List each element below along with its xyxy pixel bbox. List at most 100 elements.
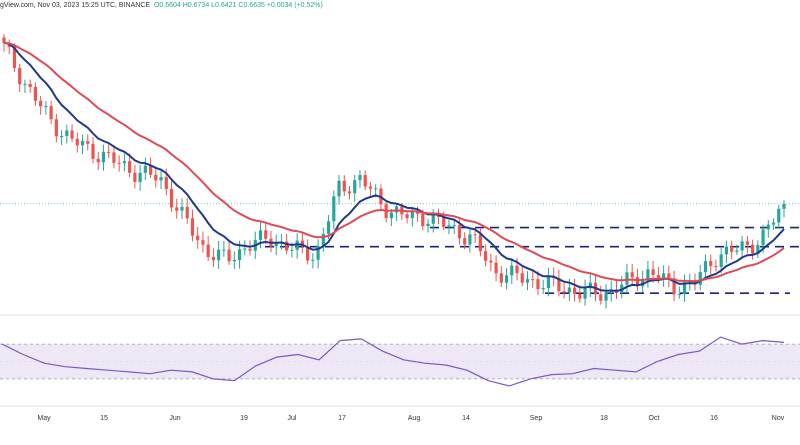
- candle-body: [431, 213, 435, 224]
- candle-body: [306, 246, 310, 261]
- candle-body: [347, 191, 352, 194]
- candle-body: [452, 225, 456, 227]
- candle-body: [536, 279, 540, 290]
- candle-body: [504, 275, 509, 283]
- candle-body: [740, 241, 744, 251]
- candle-body: [730, 246, 734, 252]
- candle-body: [59, 135, 64, 137]
- candle-body: [735, 250, 739, 252]
- x-tick-label: Oct: [649, 415, 660, 422]
- candle-body: [546, 276, 551, 289]
- candle-body: [750, 244, 755, 254]
- candle-body: [389, 212, 393, 219]
- candle-body: [112, 152, 116, 163]
- candle-body: [164, 177, 168, 190]
- candle-body: [65, 130, 69, 136]
- candle-body: [635, 277, 640, 287]
- candle-body: [494, 262, 498, 274]
- candle-body: [18, 67, 22, 85]
- rsi-line: [1, 336, 785, 387]
- candle-body: [96, 158, 100, 163]
- candle-body: [39, 100, 43, 107]
- candle-body: [541, 288, 545, 290]
- candle-body: [374, 188, 378, 190]
- candle-body: [656, 275, 660, 280]
- candle-body: [468, 234, 472, 245]
- candle-body: [562, 291, 566, 293]
- candle-body: [169, 189, 174, 208]
- candle-body: [771, 222, 776, 225]
- candle-body: [531, 279, 535, 281]
- candle-body: [86, 140, 90, 144]
- candle-body: [148, 165, 153, 175]
- candle-body: [285, 241, 289, 251]
- header-title: gView.com, Nov 03, 2023 15:25 UTC: [0, 2, 116, 9]
- candle-body: [258, 230, 263, 240]
- candle-body: [33, 86, 38, 101]
- candle-body: [641, 278, 645, 287]
- candle-body: [473, 234, 477, 236]
- candle-body: [719, 254, 723, 267]
- candle-body: [248, 248, 252, 251]
- candle-body: [667, 273, 671, 279]
- candle-body: [23, 83, 27, 85]
- candle-body: [578, 293, 582, 299]
- candle-body: [75, 138, 79, 146]
- candle-body: [651, 269, 655, 276]
- candle-body: [311, 259, 315, 261]
- candle-body: [232, 259, 236, 262]
- candle-body: [698, 272, 702, 285]
- candle-body: [28, 83, 32, 87]
- candle-body: [499, 273, 503, 283]
- candle-body: [138, 172, 142, 182]
- candle-body: [143, 165, 147, 173]
- candle-body: [117, 162, 121, 164]
- x-tick-label: Aug: [408, 415, 421, 422]
- candle-body: [489, 260, 493, 263]
- chart-header: gView.com, Nov 03, 2023 15:25 UTC, BINAN…: [0, 2, 323, 9]
- candle-body: [573, 287, 577, 294]
- candle-body: [227, 249, 231, 262]
- x-tick-label: Sep: [530, 415, 543, 422]
- candle-body: [714, 266, 718, 268]
- candle-body: [484, 251, 488, 261]
- candle-body: [709, 261, 713, 267]
- candle-body: [295, 240, 299, 250]
- candle-body: [421, 213, 425, 227]
- candle-body: [525, 279, 530, 283]
- header-ohlc: O0.6604 H0.6734 L0.6421 C0.6635 +0.0034 …: [153, 2, 323, 9]
- candle-body: [478, 234, 482, 252]
- candle-body: [557, 278, 561, 292]
- candle-body: [368, 186, 373, 189]
- candle-body: [599, 294, 603, 301]
- candle-body: [49, 106, 53, 120]
- candle-body: [321, 233, 325, 246]
- candle-body: [756, 245, 760, 254]
- candle-body: [107, 151, 111, 153]
- candle-body: [447, 225, 451, 227]
- candle-body: [520, 273, 524, 283]
- x-tick-label: 14: [462, 415, 470, 422]
- candle-body: [91, 143, 95, 159]
- candle-body: [515, 265, 519, 274]
- candle-body: [80, 140, 85, 146]
- candle-body: [217, 249, 221, 261]
- candle-body: [274, 242, 278, 247]
- candle-body: [363, 175, 367, 187]
- candle-body: [463, 238, 467, 245]
- candle-body: [604, 292, 608, 301]
- candle-body: [175, 207, 179, 211]
- x-tick-label: 18: [600, 415, 608, 422]
- candle-body: [206, 244, 210, 258]
- candle-body: [442, 216, 446, 227]
- candle-body: [583, 288, 587, 299]
- ema-slow-line: [3, 41, 785, 283]
- candle-body: [457, 225, 462, 239]
- candle-body: [630, 272, 634, 278]
- candle-body: [426, 223, 430, 227]
- candle-body: [54, 119, 58, 137]
- candle-body: [201, 240, 205, 245]
- candle-body: [185, 206, 189, 219]
- ema-fast-line: [3, 41, 785, 293]
- candle-body: [159, 177, 163, 181]
